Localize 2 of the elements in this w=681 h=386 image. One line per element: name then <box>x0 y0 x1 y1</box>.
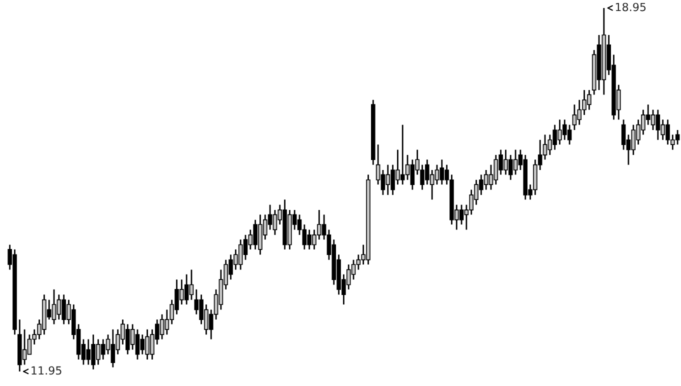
annotation: 18.95 <box>616 2 646 12</box>
annotation: 11.95 <box>32 366 62 375</box>
